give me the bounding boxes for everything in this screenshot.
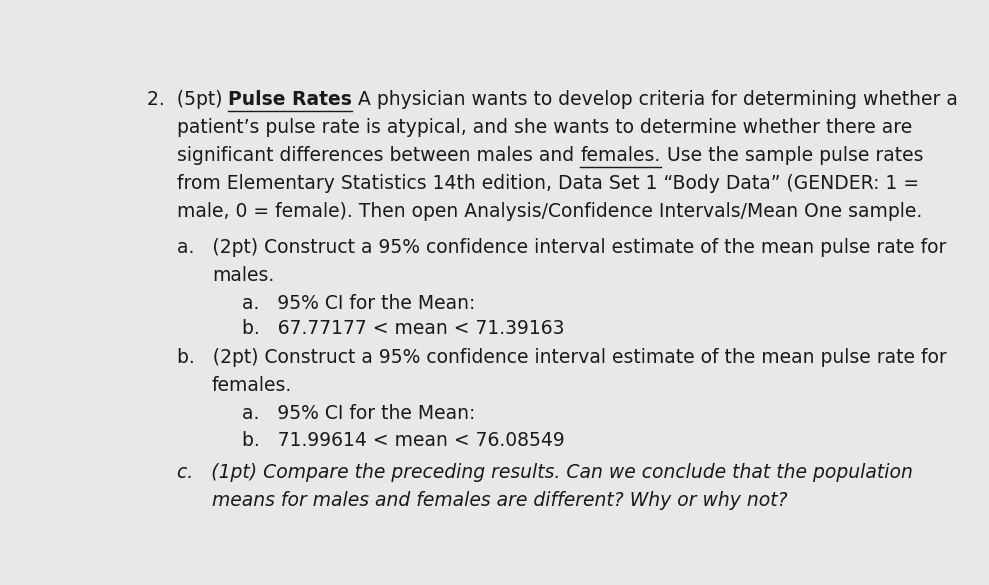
Text: b.   67.77177 < mean < 71.39163: b. 67.77177 < mean < 71.39163: [242, 319, 565, 338]
Text: a.   (2pt) Construct a 95% confidence interval estimate of the mean pulse rate f: a. (2pt) Construct a 95% confidence inte…: [177, 238, 946, 257]
Text: a.   95% CI for the Mean:: a. 95% CI for the Mean:: [242, 294, 476, 312]
Text: b.   71.99614 < mean < 76.08549: b. 71.99614 < mean < 76.08549: [242, 431, 565, 449]
Text: from Elementary Statistics 14th edition, Data Set 1 “Body Data” (GENDER: 1 =: from Elementary Statistics 14th edition,…: [177, 174, 920, 193]
Text: significant differences between males and: significant differences between males an…: [177, 146, 581, 166]
Text: 2.  (5pt): 2. (5pt): [146, 91, 228, 109]
Text: male, 0 = female). Then open Analysis/Confidence Intervals/Mean One sample.: male, 0 = female). Then open Analysis/Co…: [177, 202, 923, 221]
Text: females.: females.: [581, 146, 661, 166]
Text: females.: females.: [212, 376, 292, 395]
Text: patient’s pulse rate is atypical, and she wants to determine whether there are: patient’s pulse rate is atypical, and sh…: [177, 118, 913, 137]
Text: a.   95% CI for the Mean:: a. 95% CI for the Mean:: [242, 404, 476, 423]
Text: A physician wants to develop criteria for determining whether a: A physician wants to develop criteria fo…: [352, 91, 958, 109]
Text: males.: males.: [212, 266, 274, 285]
Text: means for males and females are different? Why or why not?: means for males and females are differen…: [212, 491, 787, 510]
Text: b.   (2pt) Construct a 95% confidence interval estimate of the mean pulse rate f: b. (2pt) Construct a 95% confidence inte…: [177, 348, 947, 367]
Text: Pulse Rates: Pulse Rates: [228, 91, 352, 109]
Text: Use the sample pulse rates: Use the sample pulse rates: [661, 146, 923, 166]
Text: c.   (1pt) Compare the preceding results. Can we conclude that the population: c. (1pt) Compare the preceding results. …: [177, 463, 913, 483]
